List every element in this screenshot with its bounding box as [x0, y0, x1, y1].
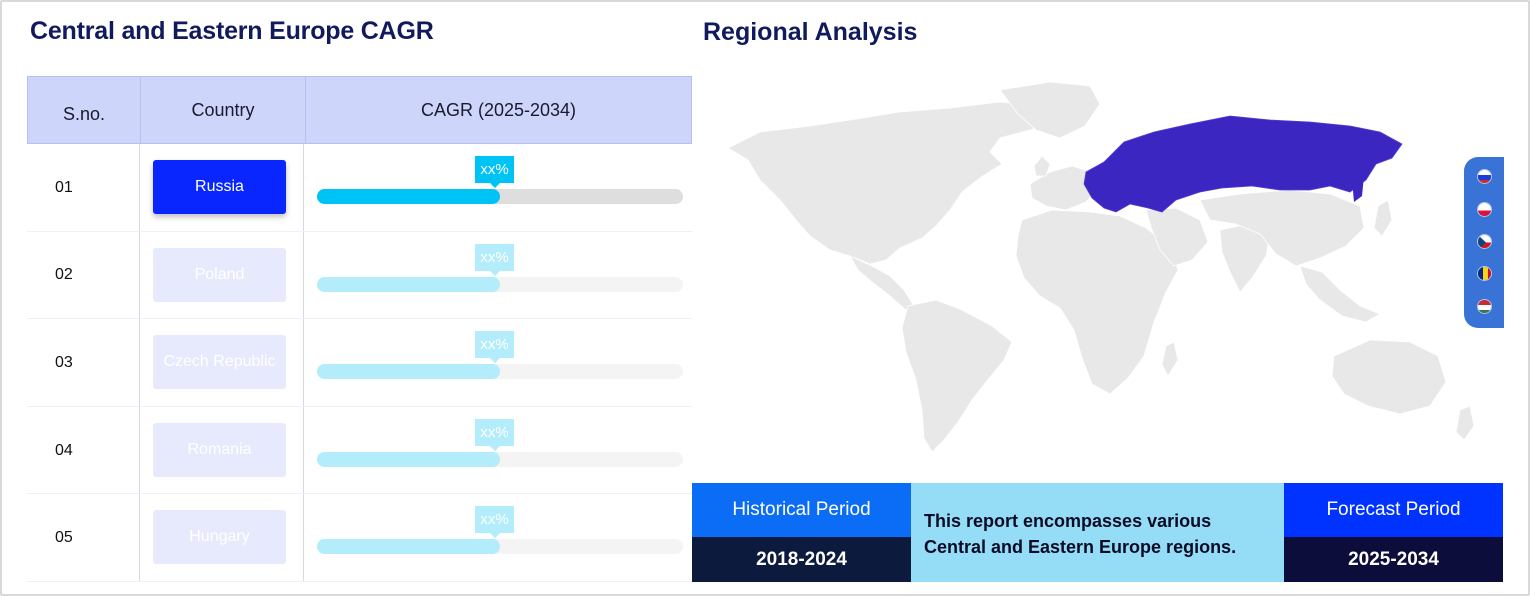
cagr-progress-track [317, 451, 683, 467]
row-serial-number: 01 [55, 178, 73, 196]
period-summary: Historical Period 2018-2024 This report … [692, 483, 1503, 582]
world-map [727, 81, 1475, 453]
historical-period-years: 2018-2024 [692, 537, 911, 582]
column-divider [303, 144, 304, 582]
cagr-progress-track [317, 276, 683, 292]
madagascar-landmass [1161, 341, 1179, 377]
column-header-cagr: CAGR (2025-2034) [305, 77, 691, 143]
cagr-progress-track [317, 539, 683, 555]
country-button[interactable]: Hungary [153, 510, 286, 565]
middle-east-landmass [1145, 207, 1209, 267]
country-button[interactable]: Czech Republic [153, 335, 286, 390]
cagr-progress-track [317, 189, 683, 204]
table-row[interactable]: 04 Romania xx% [27, 407, 692, 495]
row-divider [27, 493, 692, 495]
cagr-progress-fill [317, 539, 500, 555]
new-zealand-landmass [1455, 405, 1475, 441]
column-header-sno: S.no. [62, 103, 106, 124]
cagr-progress-track [317, 364, 683, 380]
forecast-period-years: 2025-2034 [1284, 537, 1503, 582]
cagr-value-bubble: xx% [475, 243, 514, 276]
table-header: S.no. Country CAGR (2025-2034) [27, 76, 692, 144]
cagr-progress-fill [317, 364, 500, 380]
row-serial-number: 05 [55, 529, 73, 547]
south-america-landmass [901, 299, 1013, 453]
czech-republic-flag-icon[interactable] [1477, 234, 1492, 249]
hungary-flag-icon[interactable] [1477, 299, 1492, 314]
cagr-progress-fill [317, 276, 500, 292]
cagr-value-bubble: xx% [475, 418, 514, 451]
column-divider [139, 144, 140, 582]
cagr-value-bubble: xx% [475, 506, 514, 539]
east-asia-landmass [1199, 189, 1365, 267]
russia-flag-icon[interactable] [1477, 169, 1492, 184]
romania-flag-icon[interactable] [1477, 266, 1492, 281]
row-serial-number: 02 [55, 266, 73, 284]
historical-period-label: Historical Period [692, 483, 911, 537]
country-button[interactable]: Romania [153, 422, 286, 477]
report-scope-description: This report encompasses various Central … [911, 483, 1284, 582]
country-button[interactable]: Russia [153, 160, 286, 214]
column-header-country: Country [140, 77, 305, 143]
southeast-asia-landmass [1299, 265, 1381, 323]
cagr-value-bubble: xx% [475, 331, 514, 364]
row-divider [27, 405, 692, 407]
japan-landmass [1373, 199, 1393, 237]
row-serial-number: 03 [55, 353, 73, 371]
north-america-landmass [727, 101, 1061, 265]
cagr-value-bubble: xx% [475, 156, 514, 188]
country-flag-switcher [1464, 157, 1504, 328]
uk-landmass [1033, 155, 1051, 177]
forecast-period-label: Forecast Period [1284, 483, 1503, 537]
australia-landmass [1331, 339, 1447, 415]
greenland-landmass [999, 81, 1101, 139]
cagr-progress-fill [317, 189, 500, 204]
row-divider [27, 318, 692, 320]
table-row[interactable]: 02 Poland xx% [27, 232, 692, 320]
cagr-section-title: Central and Eastern Europe CAGR [30, 17, 434, 45]
poland-flag-icon[interactable] [1477, 202, 1492, 217]
kamchatka-peninsula [1352, 176, 1364, 202]
table-row[interactable]: 03 Czech Republic xx% [27, 319, 692, 407]
row-divider [27, 580, 692, 582]
regional-analysis-title: Regional Analysis [703, 18, 918, 46]
country-button[interactable]: Poland [153, 247, 286, 302]
table-row[interactable]: 05 Hungary xx% [27, 494, 692, 582]
central-america-landmass [849, 255, 915, 311]
africa-landmass [1015, 209, 1179, 395]
row-divider [27, 230, 692, 232]
cagr-progress-fill [317, 451, 500, 467]
highlighted-region-russia [1083, 115, 1403, 213]
table-row[interactable]: 01 Russia xx% [27, 144, 692, 232]
cagr-table: S.no. Country CAGR (2025-2034) 01 Russia x… [27, 76, 692, 582]
row-serial-number: 04 [55, 441, 73, 459]
